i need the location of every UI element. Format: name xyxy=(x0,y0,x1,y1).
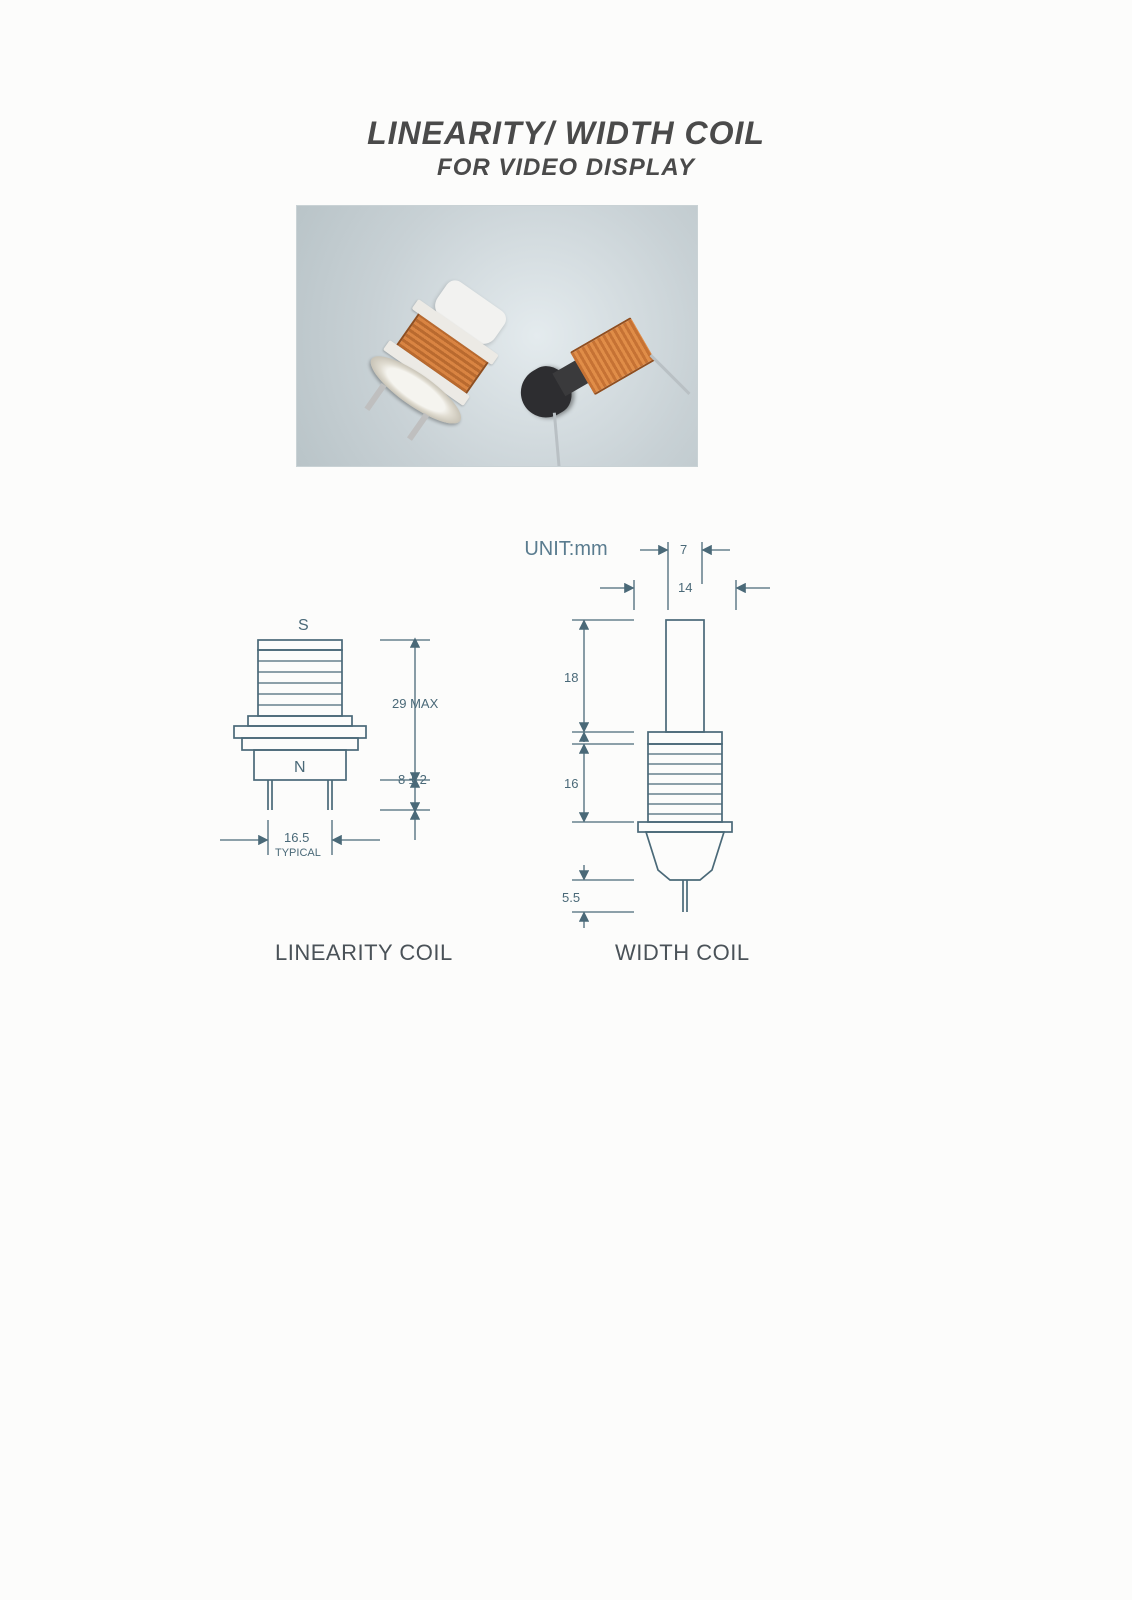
lin-dim-165: 16.5 xyxy=(284,830,309,845)
width-caption: WIDTH COIL xyxy=(615,940,750,966)
lin-letter-s: S xyxy=(298,617,309,634)
width-dim-16: 16 xyxy=(564,776,578,791)
linearity-caption: LINEARITY COIL xyxy=(275,940,453,966)
linearity-coil-drawing: S N xyxy=(220,617,439,859)
width-dim-14: 14 xyxy=(678,580,692,595)
lin-dim-8: 8 ± 2 xyxy=(398,772,427,787)
page: LINEARITY/ WIDTH COIL FOR VIDEO DISPLAY … xyxy=(0,0,1132,1600)
title-block: LINEARITY/ WIDTH COIL FOR VIDEO DISPLAY xyxy=(0,115,1132,182)
title-sub: FOR VIDEO DISPLAY xyxy=(0,154,1132,182)
lin-letter-n: N xyxy=(294,759,306,776)
width-dim-7: 7 xyxy=(680,542,687,557)
lin-dim-typ: TYPICAL xyxy=(275,847,321,859)
width-dim-55: 5.5 xyxy=(562,890,580,905)
width-dim-18: 18 xyxy=(564,670,578,685)
title-main: LINEARITY/ WIDTH COIL xyxy=(0,115,1132,152)
lin-dim-29: 29 MAX xyxy=(392,696,439,711)
width-coil-drawing: 7 14 xyxy=(562,542,770,928)
drawings: S N xyxy=(180,510,820,970)
product-photo xyxy=(296,205,698,467)
